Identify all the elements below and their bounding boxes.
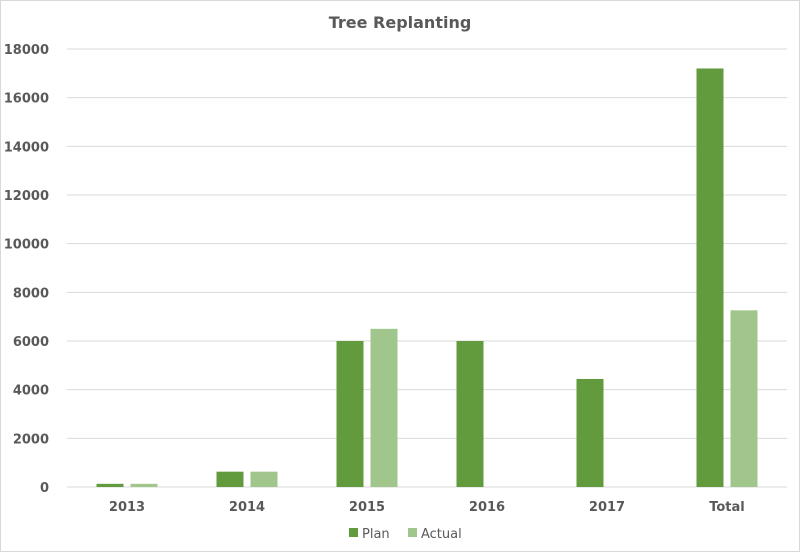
bar-plan-2017	[576, 378, 604, 487]
y-tick-label: 12000	[4, 189, 49, 204]
y-tick-label: 0	[40, 481, 49, 496]
bar-plan-2015	[336, 341, 364, 487]
x-tick-label: 2017	[589, 500, 625, 515]
bar-plan-2013	[96, 483, 124, 487]
y-tick-label: 6000	[13, 335, 49, 350]
x-tick-label: 2016	[469, 500, 505, 515]
bar-plan-total	[696, 68, 724, 487]
legend-swatch-plan	[349, 528, 358, 537]
legend-label-actual: Actual	[421, 527, 462, 542]
y-tick-label: 10000	[4, 238, 49, 253]
y-tick-label: 8000	[13, 286, 49, 301]
legend-label-plan: Plan	[362, 527, 390, 542]
y-tick-label: 2000	[13, 432, 49, 447]
bar-actual-2013	[130, 483, 158, 487]
bar-plan-2016	[456, 341, 484, 487]
x-tick-label: Total	[709, 500, 745, 515]
chart-title: Tree Replanting	[329, 13, 472, 32]
bar-actual-2014	[250, 471, 278, 487]
bar-actual-2015	[370, 328, 398, 487]
bar-plan-2014	[216, 471, 244, 487]
y-tick-label: 16000	[4, 92, 49, 107]
y-tick-label: 4000	[13, 384, 49, 399]
y-tick-label: 18000	[4, 43, 49, 58]
x-tick-label: 2015	[349, 500, 385, 515]
x-tick-label: 2014	[229, 500, 265, 515]
x-tick-label: 2013	[109, 500, 145, 515]
legend-swatch-actual	[408, 528, 417, 537]
bar-actual-total	[730, 310, 758, 487]
y-tick-label: 14000	[4, 140, 49, 155]
